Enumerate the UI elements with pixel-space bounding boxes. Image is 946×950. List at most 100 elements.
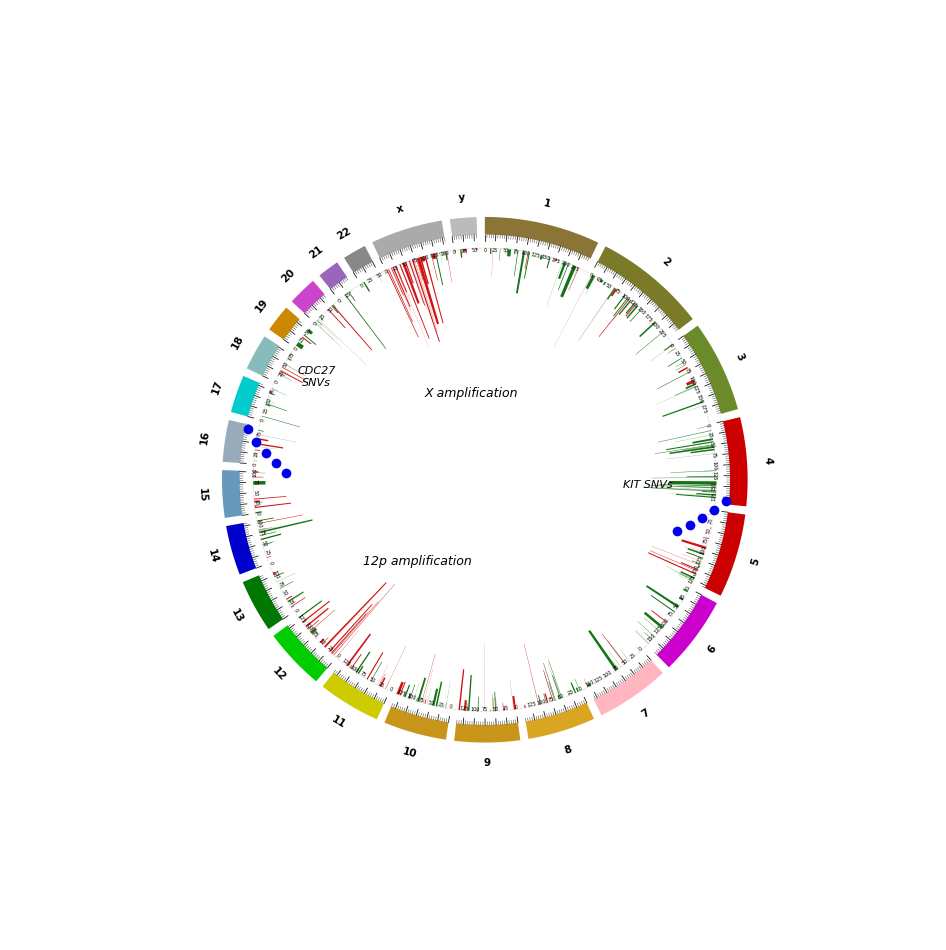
Polygon shape bbox=[409, 260, 425, 306]
Polygon shape bbox=[600, 279, 604, 283]
Polygon shape bbox=[254, 502, 263, 504]
Text: 8: 8 bbox=[563, 745, 572, 756]
Text: 100: 100 bbox=[711, 461, 717, 470]
Text: 50: 50 bbox=[261, 540, 268, 547]
Text: 15: 15 bbox=[197, 487, 207, 503]
Text: 75: 75 bbox=[703, 537, 710, 544]
Text: 0: 0 bbox=[260, 418, 266, 423]
Text: 17: 17 bbox=[210, 378, 224, 395]
Polygon shape bbox=[547, 257, 551, 268]
Polygon shape bbox=[303, 618, 309, 623]
Polygon shape bbox=[624, 300, 632, 309]
Text: 25: 25 bbox=[299, 336, 307, 344]
Polygon shape bbox=[259, 527, 272, 530]
Polygon shape bbox=[612, 659, 619, 669]
Polygon shape bbox=[706, 538, 709, 539]
Polygon shape bbox=[636, 332, 663, 355]
Polygon shape bbox=[446, 703, 447, 708]
Text: 25: 25 bbox=[262, 407, 269, 414]
Polygon shape bbox=[681, 562, 698, 570]
Text: 11: 11 bbox=[329, 713, 347, 730]
Text: 0: 0 bbox=[587, 273, 593, 278]
Polygon shape bbox=[666, 566, 694, 580]
Text: 75: 75 bbox=[359, 671, 367, 678]
Polygon shape bbox=[315, 636, 316, 637]
Polygon shape bbox=[432, 689, 438, 706]
Text: 25: 25 bbox=[679, 593, 687, 600]
Polygon shape bbox=[652, 546, 700, 565]
Text: 75: 75 bbox=[253, 479, 257, 485]
Text: 75: 75 bbox=[612, 664, 621, 672]
Polygon shape bbox=[325, 588, 381, 648]
Polygon shape bbox=[558, 262, 566, 279]
Text: 75: 75 bbox=[276, 580, 284, 588]
Text: 12p amplification: 12p amplification bbox=[362, 555, 471, 567]
Polygon shape bbox=[587, 683, 591, 687]
Polygon shape bbox=[327, 309, 345, 329]
Polygon shape bbox=[637, 332, 663, 353]
Polygon shape bbox=[378, 274, 380, 276]
Text: 25: 25 bbox=[673, 350, 680, 357]
Polygon shape bbox=[404, 691, 407, 697]
Polygon shape bbox=[417, 677, 426, 702]
Polygon shape bbox=[409, 261, 423, 302]
Polygon shape bbox=[611, 289, 617, 296]
Text: 0: 0 bbox=[449, 704, 453, 710]
Polygon shape bbox=[679, 597, 684, 600]
Polygon shape bbox=[280, 371, 287, 375]
Polygon shape bbox=[696, 493, 716, 496]
Text: 225: 225 bbox=[569, 264, 580, 273]
Polygon shape bbox=[543, 663, 555, 700]
Text: 1: 1 bbox=[543, 198, 552, 209]
Polygon shape bbox=[524, 253, 530, 278]
Text: 50: 50 bbox=[502, 248, 509, 254]
Polygon shape bbox=[272, 389, 287, 395]
Polygon shape bbox=[625, 304, 637, 316]
Polygon shape bbox=[658, 430, 711, 442]
Text: 100: 100 bbox=[253, 467, 258, 477]
Text: 100: 100 bbox=[603, 669, 613, 678]
Text: 150: 150 bbox=[647, 633, 657, 642]
Text: 125: 125 bbox=[654, 625, 664, 636]
Polygon shape bbox=[349, 292, 351, 294]
Polygon shape bbox=[636, 647, 640, 652]
Polygon shape bbox=[281, 370, 289, 374]
Polygon shape bbox=[271, 391, 272, 393]
Text: 50: 50 bbox=[326, 306, 335, 314]
Polygon shape bbox=[613, 299, 630, 320]
Polygon shape bbox=[648, 552, 696, 575]
Text: 125: 125 bbox=[628, 299, 639, 309]
Polygon shape bbox=[636, 631, 649, 643]
Text: 0: 0 bbox=[388, 686, 393, 693]
Polygon shape bbox=[513, 696, 517, 710]
Polygon shape bbox=[579, 288, 615, 340]
Text: 50: 50 bbox=[706, 527, 712, 534]
Polygon shape bbox=[392, 268, 411, 312]
Polygon shape bbox=[525, 252, 529, 269]
Text: 100: 100 bbox=[406, 694, 416, 701]
Polygon shape bbox=[693, 575, 695, 577]
Polygon shape bbox=[405, 262, 413, 283]
Polygon shape bbox=[309, 610, 335, 632]
Polygon shape bbox=[676, 494, 716, 498]
Polygon shape bbox=[692, 560, 701, 564]
Polygon shape bbox=[262, 541, 275, 544]
Polygon shape bbox=[651, 595, 675, 613]
Polygon shape bbox=[503, 707, 505, 711]
Polygon shape bbox=[222, 470, 242, 518]
Polygon shape bbox=[260, 531, 276, 536]
Polygon shape bbox=[274, 572, 284, 578]
Polygon shape bbox=[356, 652, 371, 673]
Polygon shape bbox=[639, 322, 656, 337]
Polygon shape bbox=[697, 565, 700, 568]
Polygon shape bbox=[302, 336, 311, 345]
Polygon shape bbox=[358, 666, 363, 674]
Polygon shape bbox=[415, 258, 434, 317]
Polygon shape bbox=[288, 592, 304, 602]
Text: 9: 9 bbox=[483, 758, 491, 768]
Polygon shape bbox=[669, 481, 716, 484]
Text: 0: 0 bbox=[452, 249, 456, 255]
Polygon shape bbox=[675, 365, 686, 370]
Polygon shape bbox=[394, 266, 429, 348]
Polygon shape bbox=[384, 707, 448, 740]
